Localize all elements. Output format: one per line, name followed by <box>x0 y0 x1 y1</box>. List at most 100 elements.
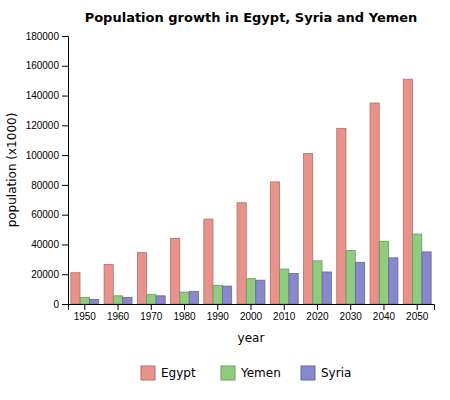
tick: 2010 <box>273 304 296 322</box>
bar <box>270 182 279 304</box>
legend-swatch <box>141 366 155 380</box>
bar <box>71 273 80 304</box>
tick: 180000 <box>26 31 68 42</box>
bar <box>403 79 412 304</box>
bar <box>223 286 232 304</box>
tick-mark <box>62 125 68 126</box>
tick: 160000 <box>26 60 68 71</box>
tick-mark <box>62 36 68 37</box>
tick-label: 2020 <box>306 311 329 322</box>
tick-label: 140000 <box>26 90 60 101</box>
x-axis-title: year <box>238 331 265 345</box>
bar <box>322 272 331 304</box>
tick-label: 100000 <box>26 150 60 161</box>
tick-mark <box>284 304 285 310</box>
tick: 100000 <box>26 150 68 161</box>
tick: 60000 <box>31 209 68 220</box>
legend-item: Egypt <box>141 366 196 380</box>
legend-label: Syria <box>321 366 351 380</box>
bar <box>337 128 346 304</box>
tick-mark <box>62 215 68 216</box>
tick-mark <box>383 304 384 310</box>
bar <box>213 285 222 304</box>
bar <box>204 219 213 304</box>
axis-line <box>69 305 435 311</box>
bar <box>104 265 113 304</box>
tick-mark <box>317 304 318 310</box>
bar <box>304 154 313 304</box>
tick-label: 1990 <box>207 311 230 322</box>
chart: 1950 1960 1970 1980 1990 2000 2010 2020 2030 2040… <box>0 0 450 400</box>
tick-label: 2030 <box>340 311 363 322</box>
bar <box>370 103 379 304</box>
tick: 2030 <box>340 304 363 322</box>
tick: 2050 <box>406 304 429 322</box>
tick-mark <box>84 304 85 310</box>
tick-label: 60000 <box>31 209 59 220</box>
bar <box>413 234 422 304</box>
tick: 40000 <box>31 239 68 250</box>
x-axis: 1950 1960 1970 1980 1990 2000 2010 2020 2030 2040… <box>69 304 435 322</box>
tick-mark <box>417 304 418 310</box>
tick-label: 20000 <box>31 269 59 280</box>
bar <box>90 300 99 304</box>
tick: 2000 <box>240 304 263 322</box>
tick-mark <box>118 304 119 310</box>
plot: 1950 1960 1970 1980 1990 2000 2010 2020 2030 2040… <box>26 31 435 322</box>
legend: Egypt Yemen Syria <box>141 366 351 380</box>
tick: 2020 <box>306 304 329 322</box>
bar <box>289 273 298 304</box>
bar <box>171 238 180 304</box>
tick-mark <box>350 304 351 310</box>
bar <box>147 294 156 304</box>
y-axis-title: population (x1000) <box>5 113 19 228</box>
tick: 1950 <box>74 304 97 322</box>
bar <box>156 296 165 304</box>
tick-label: 1950 <box>74 311 97 322</box>
bar <box>123 297 132 304</box>
tick-label: 180000 <box>26 31 60 42</box>
bar-series <box>90 252 432 304</box>
tick-label: 80000 <box>31 180 59 191</box>
tick: 1980 <box>173 304 196 322</box>
title: Population growth in Egypt, Syria and Ye… <box>85 10 418 25</box>
tick: 120000 <box>26 120 68 131</box>
tick: 1990 <box>207 304 230 322</box>
axis-line <box>62 37 69 305</box>
bar <box>80 297 89 304</box>
tick-mark <box>62 274 68 275</box>
legend-item: Syria <box>301 366 351 380</box>
tick-mark <box>151 304 152 310</box>
tick-label: 1970 <box>140 311 163 322</box>
bar <box>237 203 246 304</box>
tick-mark <box>184 304 185 310</box>
tick-label: 160000 <box>26 60 60 71</box>
legend-label: Egypt <box>161 366 196 380</box>
legend-item: Yemen <box>221 366 281 380</box>
tick: 20000 <box>31 269 68 280</box>
tick-mark <box>62 96 68 97</box>
tick-mark <box>217 304 218 310</box>
tick-mark <box>62 244 68 245</box>
tick-label: 2010 <box>273 311 296 322</box>
tick-label: 40000 <box>31 239 59 250</box>
tick: 1960 <box>107 304 130 322</box>
tick: 1970 <box>140 304 163 322</box>
tick-label: 1960 <box>107 311 130 322</box>
bars <box>71 79 431 304</box>
bar <box>355 262 364 304</box>
bar <box>280 269 289 304</box>
tick: 140000 <box>26 90 68 101</box>
tick-mark <box>62 66 68 67</box>
tick-label: 1980 <box>173 311 196 322</box>
bar <box>189 291 198 304</box>
tick: 2040 <box>373 304 396 322</box>
tick-mark <box>62 304 68 305</box>
legend-swatch <box>221 366 235 380</box>
tick-label: 0 <box>53 299 59 310</box>
bar <box>137 253 146 304</box>
bar <box>180 292 189 304</box>
bar <box>379 241 388 304</box>
bar <box>113 296 122 304</box>
bar-series <box>80 234 422 304</box>
